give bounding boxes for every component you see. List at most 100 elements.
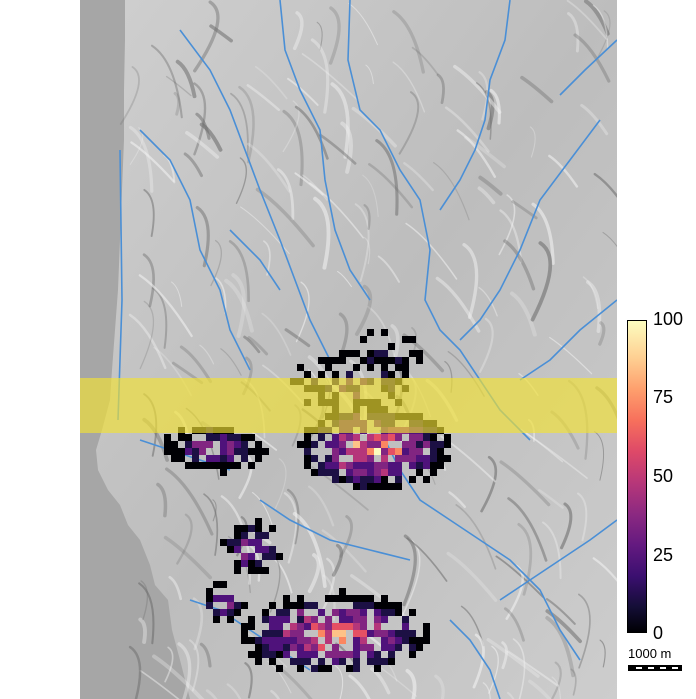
heatmap-cell <box>192 448 199 455</box>
heatmap-cell <box>227 448 234 455</box>
heatmap-cell <box>367 350 374 357</box>
heatmap-cell <box>374 469 381 476</box>
lit-ridge <box>246 84 281 112</box>
lit-ridge <box>529 126 536 158</box>
heatmap-cell <box>283 616 290 623</box>
heatmap-cell <box>367 476 374 483</box>
lit-ridge <box>189 639 200 692</box>
lit-ridge <box>434 674 445 699</box>
heatmap-cell <box>430 455 437 462</box>
heatmap-cell <box>164 441 171 448</box>
heatmap-cell <box>367 651 374 658</box>
shadow-ridge <box>599 639 606 668</box>
lit-ridge <box>226 683 242 699</box>
heatmap-cell <box>423 455 430 462</box>
heatmap-cell <box>213 616 220 623</box>
lit-ridge <box>586 280 602 333</box>
heatmap-cell <box>374 602 381 609</box>
heatmap-cell <box>444 455 451 462</box>
legend-tick-75: 75 <box>653 387 674 407</box>
heatmap-cell <box>283 630 290 637</box>
shadow-ridge <box>517 523 533 596</box>
heatmap-cell <box>423 630 430 637</box>
heatmap-cell <box>283 609 290 616</box>
heatmap-cell <box>444 434 451 441</box>
shadow-ridge <box>193 82 207 156</box>
heatmap-cell <box>388 609 395 616</box>
heatmap-cell <box>234 434 241 441</box>
shadow-ridge <box>495 555 544 598</box>
heatmap-cell <box>423 441 430 448</box>
heatmap-cell <box>311 469 318 476</box>
heatmap-cell <box>220 609 227 616</box>
heatmap-cell <box>381 364 388 371</box>
heatmap-cell <box>430 434 437 441</box>
heatmap-cell <box>374 441 381 448</box>
heatmap-cell <box>185 462 192 469</box>
heatmap-cell <box>318 434 325 441</box>
heatmap-cell <box>353 441 360 448</box>
heatmap-cell <box>388 637 395 644</box>
lit-ridge <box>390 324 400 358</box>
heatmap-cell <box>325 441 332 448</box>
lit-ridge <box>301 53 360 102</box>
shadow-ridge <box>209 24 233 43</box>
heatmap-cell <box>346 651 353 658</box>
map-panel[interactable] <box>80 0 617 699</box>
heatmap-cell <box>276 623 283 630</box>
lit-ridge <box>525 432 588 479</box>
shadow-ridge <box>436 73 445 104</box>
heatmap-cell <box>318 469 325 476</box>
shadow-ridge <box>150 44 183 119</box>
lit-ridge <box>152 654 205 699</box>
heatmap-cell <box>332 623 339 630</box>
heatmap-cell <box>206 455 213 462</box>
heatmap-cell <box>227 616 234 623</box>
shadow-ridge <box>594 431 605 481</box>
shadow-ridge <box>319 133 357 165</box>
heatmap-cell <box>164 434 171 441</box>
heatmap-cell <box>339 441 346 448</box>
shadow-ridge <box>199 122 223 152</box>
heatmap-cell <box>269 546 276 553</box>
lit-ridge <box>171 281 183 307</box>
heatmap-cell <box>360 483 367 490</box>
heatmap-cell <box>234 560 241 567</box>
heatmap-cell <box>220 455 227 462</box>
heatmap-cell <box>388 644 395 651</box>
heatmap-cell <box>402 336 409 343</box>
legend-tick-50: 50 <box>653 466 674 486</box>
heatmap-cell <box>234 532 241 539</box>
shadow-ridge <box>199 642 212 668</box>
heatmap-cell <box>416 350 423 357</box>
heatmap-cell <box>332 371 339 378</box>
heatmap-cell <box>339 350 346 357</box>
heatmap-cell <box>381 637 388 644</box>
heatmap-cell <box>206 602 213 609</box>
lit-ridge <box>321 557 336 613</box>
heatmap-cell <box>367 357 374 364</box>
heatmap-cell <box>178 434 185 441</box>
heatmap-cell <box>402 616 409 623</box>
shadow-ridge <box>375 139 399 216</box>
lit-ridge <box>185 131 220 159</box>
heatmap-cell <box>346 434 353 441</box>
heatmap-cell <box>248 567 255 574</box>
heatmap-cell <box>346 350 353 357</box>
highlight-band <box>80 378 617 433</box>
scale-bar: 1000 m <box>628 646 690 676</box>
heatmap-cell <box>213 462 220 469</box>
lit-ridge <box>128 125 154 193</box>
lit-ridge <box>510 291 537 337</box>
heatmap-cell <box>213 581 220 588</box>
shadow-ridge <box>203 493 219 556</box>
heatmap-cell <box>409 455 416 462</box>
heatmap-cell <box>360 644 367 651</box>
lit-ridge <box>231 273 246 338</box>
heatmap-cell <box>269 644 276 651</box>
shadow-ridge <box>156 482 168 518</box>
heatmap-cell <box>304 448 311 455</box>
shadow-ridge <box>165 75 192 97</box>
heatmap-cell <box>325 469 332 476</box>
heatmap-cell <box>360 455 367 462</box>
